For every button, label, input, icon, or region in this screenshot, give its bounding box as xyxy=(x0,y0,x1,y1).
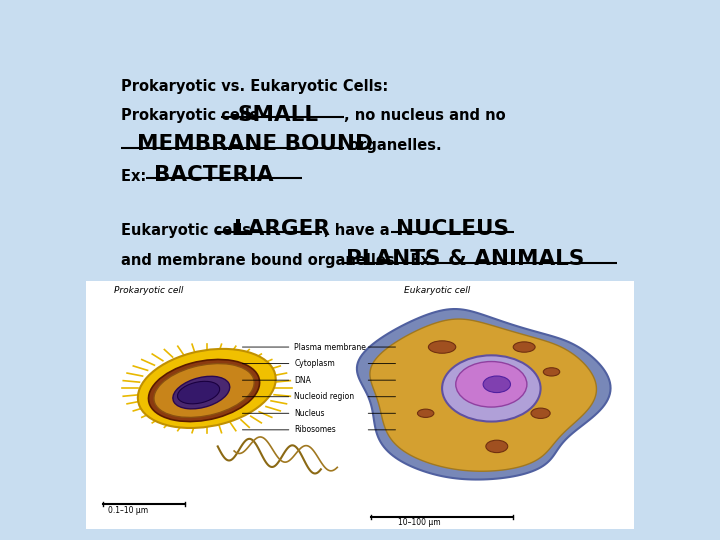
Ellipse shape xyxy=(456,361,527,407)
Ellipse shape xyxy=(173,376,230,409)
Ellipse shape xyxy=(486,440,508,453)
Text: LARGER: LARGER xyxy=(234,219,330,239)
Text: Plasma membrane: Plasma membrane xyxy=(294,342,366,352)
Text: 0.1–10 μm: 0.1–10 μm xyxy=(108,505,148,515)
Text: MEMBRANE BOUND: MEMBRANE BOUND xyxy=(138,134,373,154)
Ellipse shape xyxy=(148,360,260,422)
Ellipse shape xyxy=(513,342,535,352)
Text: and membrane bound organelles.  Ex:: and membrane bound organelles. Ex: xyxy=(121,253,441,268)
Ellipse shape xyxy=(428,341,456,353)
Text: Prokaryotic vs. Eukaryotic Cells:: Prokaryotic vs. Eukaryotic Cells: xyxy=(121,79,388,94)
Ellipse shape xyxy=(178,381,220,404)
Text: , no nucleus and no: , no nucleus and no xyxy=(344,109,505,124)
Ellipse shape xyxy=(138,349,276,428)
Text: Ex:: Ex: xyxy=(121,168,151,184)
Text: BACTERIA: BACTERIA xyxy=(154,165,274,185)
Text: SMALL: SMALL xyxy=(238,105,319,125)
Text: Ribosomes: Ribosomes xyxy=(294,426,336,434)
Ellipse shape xyxy=(531,408,550,418)
Text: Prokaryotic cell: Prokaryotic cell xyxy=(114,286,183,295)
Ellipse shape xyxy=(418,409,434,417)
Polygon shape xyxy=(357,309,611,480)
Text: Prokaryotic cells -: Prokaryotic cells - xyxy=(121,109,274,124)
Text: Nucleoid region: Nucleoid region xyxy=(294,392,354,401)
Text: PLANTS & ANIMALS: PLANTS & ANIMALS xyxy=(346,249,584,269)
Ellipse shape xyxy=(544,368,559,376)
Text: Eukaryotic cell: Eukaryotic cell xyxy=(404,286,470,295)
Polygon shape xyxy=(370,319,596,471)
Text: Cytoplasm: Cytoplasm xyxy=(294,359,335,368)
Text: DNA: DNA xyxy=(294,376,311,384)
Ellipse shape xyxy=(483,376,510,393)
Text: organelles.: organelles. xyxy=(344,138,441,153)
Ellipse shape xyxy=(442,355,541,422)
Ellipse shape xyxy=(154,363,254,417)
Text: , have a: , have a xyxy=(324,223,395,238)
Text: 10–100 μm: 10–100 μm xyxy=(398,518,441,527)
Text: Nucleus: Nucleus xyxy=(294,409,325,418)
Text: Eukaryotic cells -: Eukaryotic cells - xyxy=(121,223,267,238)
Text: NUCLEUS: NUCLEUS xyxy=(396,219,509,239)
